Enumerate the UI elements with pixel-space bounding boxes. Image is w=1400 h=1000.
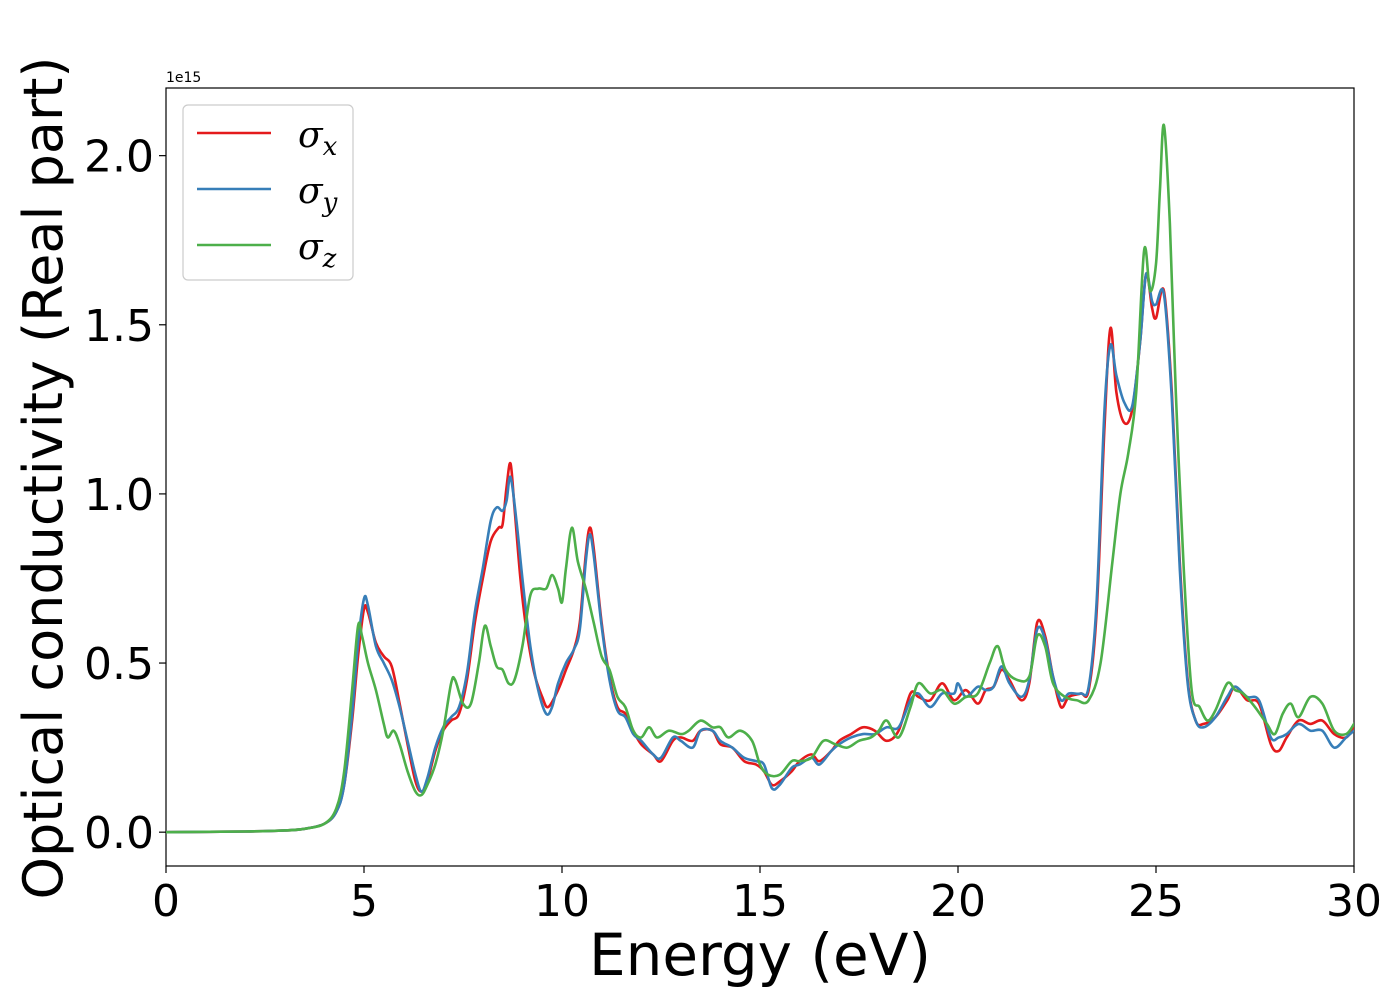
- series-line-y: [166, 271, 1354, 834]
- series-line-z: [166, 123, 1354, 834]
- legend-label-y: σy: [298, 171, 338, 218]
- x-axis-title: Energy (eV): [589, 921, 931, 989]
- x-tick-label: 25: [1128, 876, 1184, 927]
- x-tick-label: 30: [1326, 876, 1382, 927]
- y-tick-label: 1.0: [84, 470, 154, 521]
- y-offset-label: 1e15: [166, 70, 201, 86]
- x-tick-label: 10: [534, 876, 590, 927]
- y-tick-label: 0.5: [84, 639, 154, 690]
- legend-box: [182, 104, 354, 281]
- y-tick-label: 2.0: [84, 132, 154, 183]
- y-tick-label: 0.0: [84, 808, 154, 859]
- x-tick-label: 15: [732, 876, 788, 927]
- x-tick-label: 5: [350, 876, 378, 927]
- x-tick-label: 0: [152, 876, 180, 927]
- series-line-x: [166, 272, 1354, 834]
- y-axis: 0.0 0.5 1.0 1.5 2.0: [84, 132, 166, 859]
- legend-label-x: σx: [298, 115, 338, 162]
- y-tick-label: 1.5: [84, 301, 154, 352]
- x-axis: 0 5 10 15 20 25 30: [152, 866, 1382, 927]
- series-lines: [166, 123, 1354, 834]
- x-tick-label: 20: [930, 876, 986, 927]
- y-axis-title: Optical conductivity (Real part): [12, 57, 75, 900]
